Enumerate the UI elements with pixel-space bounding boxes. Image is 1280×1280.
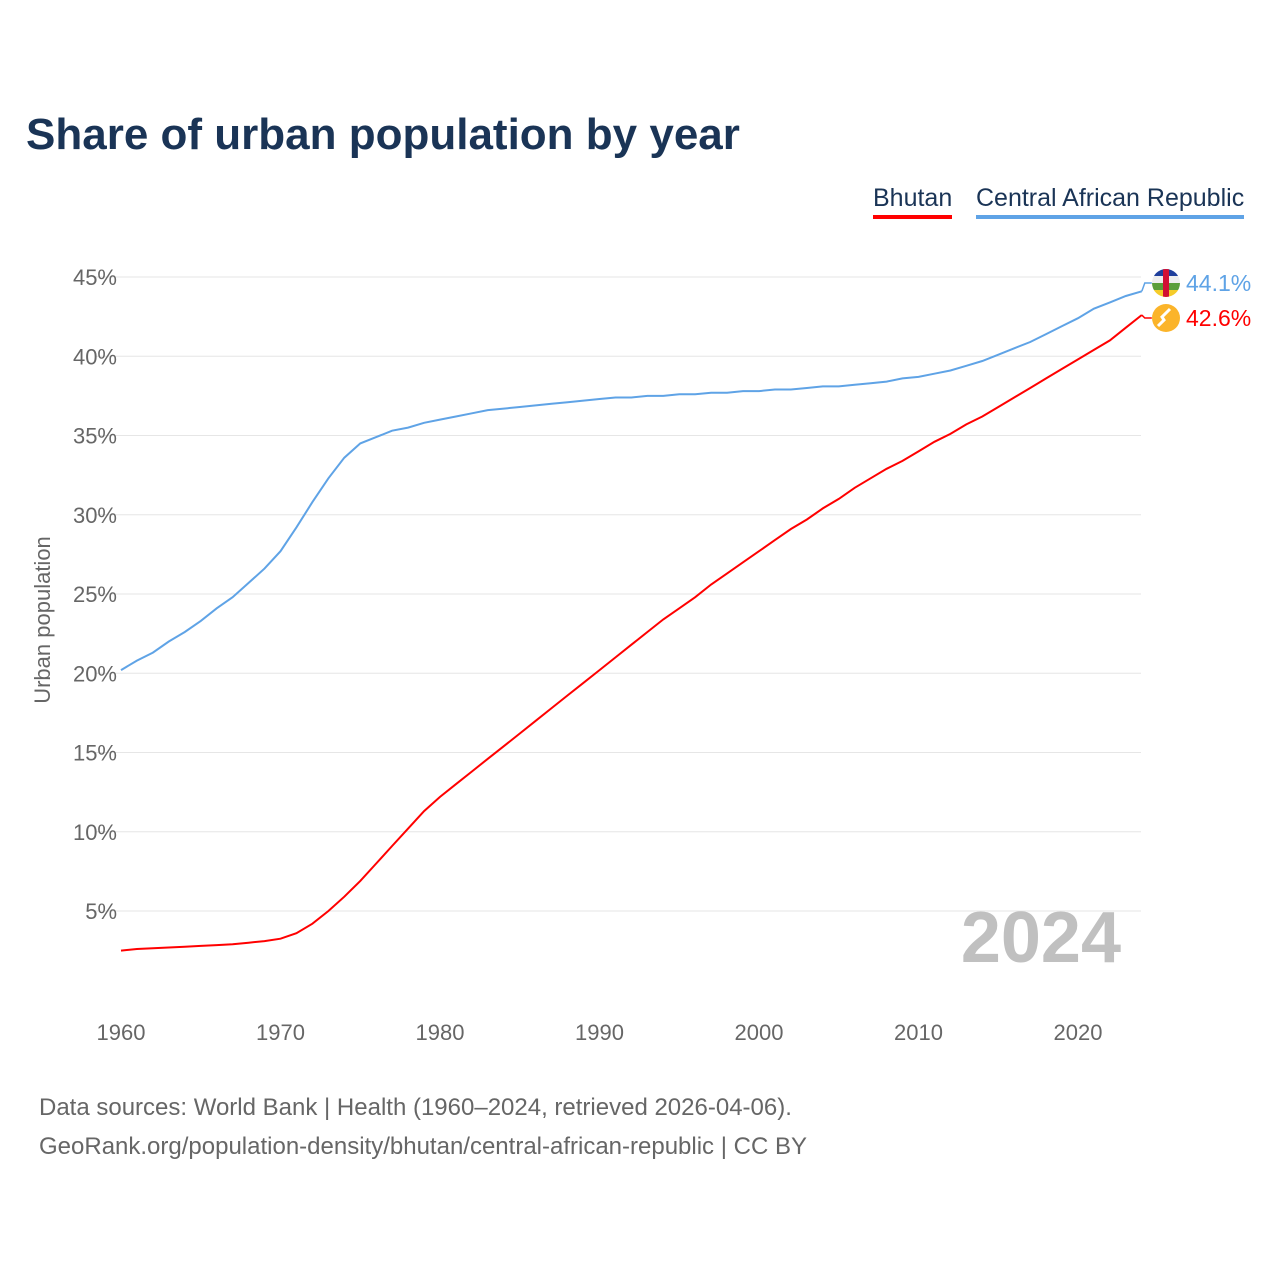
y-tick-label: 5% (85, 899, 117, 924)
y-tick-label: 40% (73, 344, 117, 369)
dragon-shape (1156, 307, 1172, 328)
x-tick-label: 1970 (256, 1020, 305, 1045)
y-tick-label: 10% (73, 820, 117, 845)
end-value-label: 42.6% (1186, 305, 1251, 331)
source-line-1: Data sources: World Bank | Health (1960–… (39, 1094, 792, 1121)
chart-title: Share of urban population by year (26, 110, 740, 159)
bhutan-flag-icon (1152, 304, 1180, 332)
source-line-2: GeoRank.org/population-density/bhutan/ce… (39, 1133, 807, 1160)
y-tick-label: 25% (73, 582, 117, 607)
end-value-label: 44.1% (1186, 270, 1251, 296)
x-tick-label: 1960 (97, 1020, 146, 1045)
legend-bhutan[interactable]: Bhutan (873, 184, 953, 219)
y-tick-label: 15% (73, 741, 117, 766)
source-note: Data sources: World Bank | Health (1960–… (39, 1088, 807, 1166)
flag-stripe (1163, 269, 1169, 297)
y-tick-label: 45% (73, 265, 117, 290)
x-tick-label: 2020 (1054, 1020, 1103, 1045)
x-tick-label: 1990 (575, 1020, 624, 1045)
year-watermark: 2024 (961, 898, 1121, 978)
x-tick-label: 1980 (416, 1020, 465, 1045)
y-tick-label: 30% (73, 503, 117, 528)
end-connector (1141, 282, 1152, 292)
y-axis-label: Urban population (30, 536, 55, 704)
y-tick-label: 20% (73, 661, 117, 686)
series-line-bhutan (120, 314, 1143, 952)
end-connector (1141, 314, 1152, 319)
series-line-car (120, 290, 1143, 671)
x-tick-label: 2010 (894, 1020, 943, 1045)
x-tick-label: 2000 (735, 1020, 784, 1045)
legend-central-african-republic[interactable]: Central African Republic (976, 184, 1245, 219)
y-tick-label: 35% (73, 424, 117, 449)
